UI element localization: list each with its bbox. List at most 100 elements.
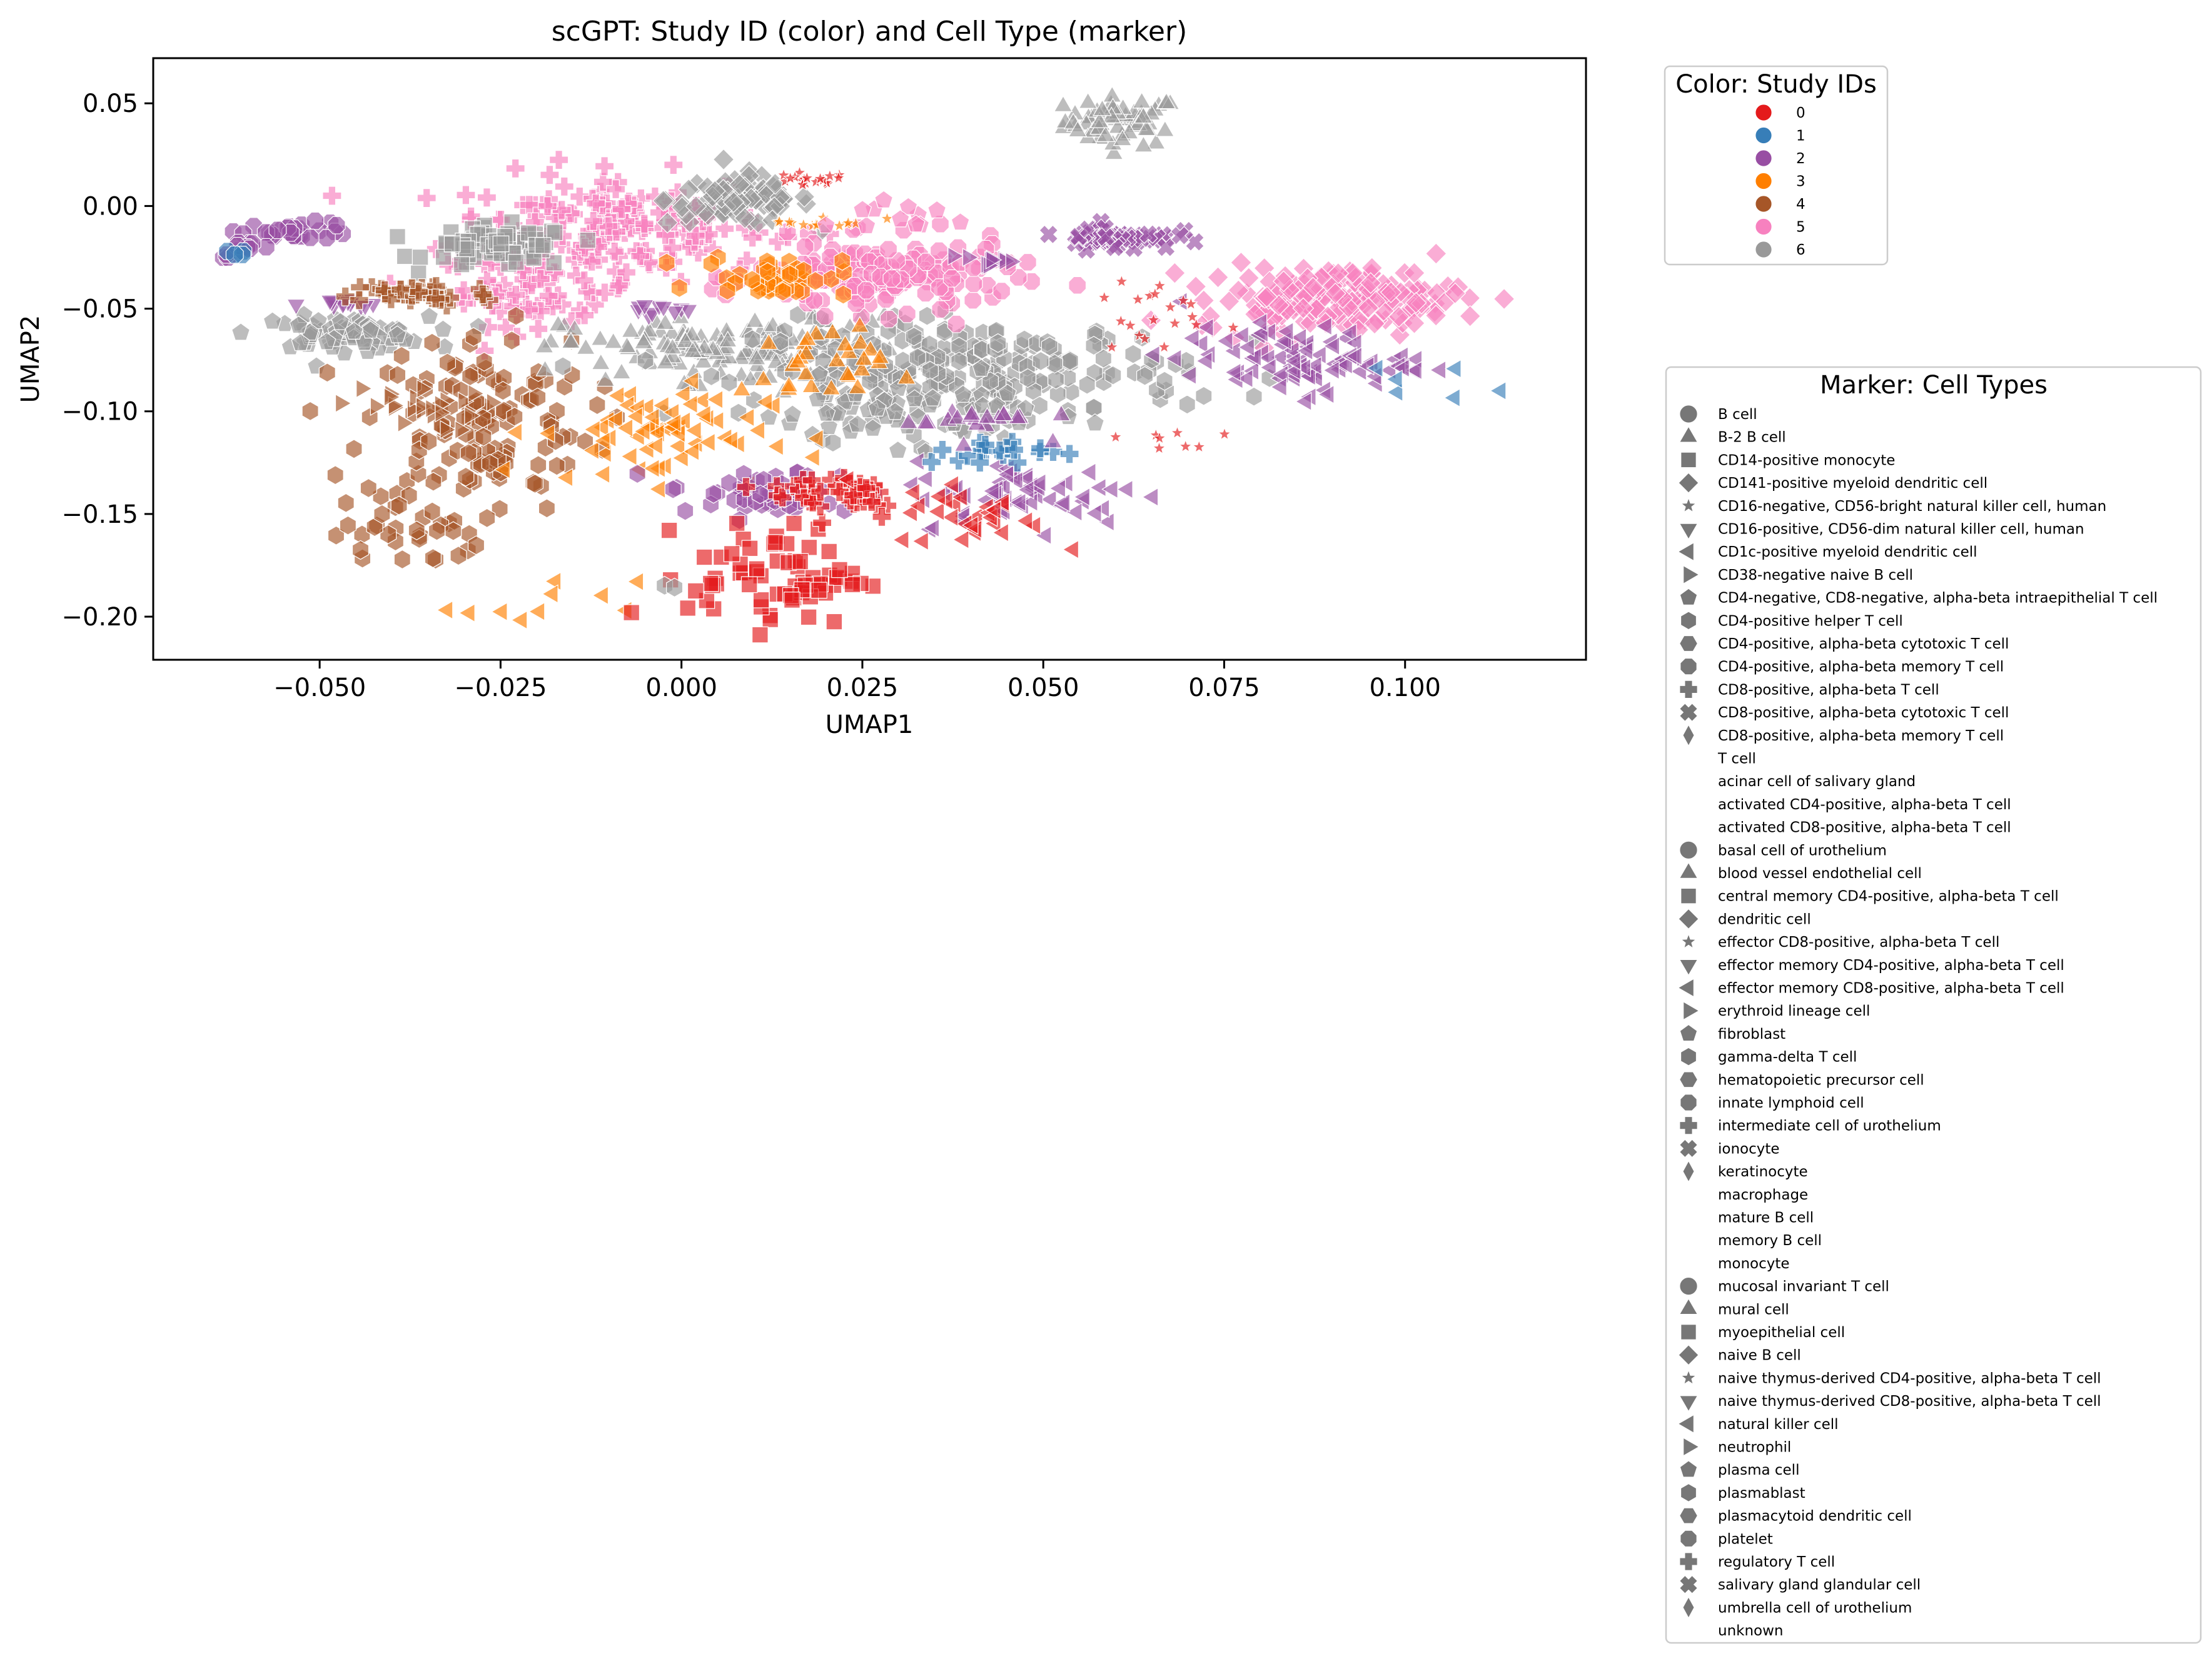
color-legend-label: 4	[1796, 196, 1805, 213]
data-point	[664, 413, 682, 433]
marker-legend-swatch	[1681, 1484, 1696, 1502]
data-point	[879, 240, 898, 259]
data-point	[677, 178, 700, 201]
data-point	[702, 575, 719, 592]
data-point	[874, 190, 894, 208]
data-point	[433, 320, 453, 338]
data-point	[331, 312, 350, 330]
data-point	[897, 368, 916, 385]
data-point	[593, 431, 610, 451]
data-point	[1292, 297, 1315, 320]
y-tick-label: −0.20	[61, 603, 138, 632]
data-point	[817, 403, 836, 422]
data-point	[1018, 253, 1037, 271]
data-point	[1273, 270, 1295, 293]
data-point	[629, 463, 646, 484]
data-point	[465, 327, 482, 347]
data-point	[857, 281, 876, 300]
data-point	[1167, 315, 1183, 330]
data-point	[1024, 515, 1041, 535]
data-point	[612, 199, 632, 219]
data-point	[317, 332, 336, 350]
data-point	[1191, 334, 1208, 354]
y-axis-ticks: 0.05 0.00 −0.05 −0.10 −0.15 −0.20	[61, 89, 153, 632]
data-point	[420, 432, 438, 452]
data-point	[1155, 120, 1175, 137]
data-point	[961, 515, 979, 535]
data-point	[1146, 312, 1161, 326]
data-point	[931, 300, 950, 319]
data-point	[1493, 288, 1515, 310]
data-point	[737, 408, 755, 427]
marker-legend-swatch	[1679, 979, 1694, 996]
data-point	[665, 305, 685, 323]
marker-legend-label: effector memory CD4-positive, alpha-beta…	[1718, 957, 2064, 974]
data-point	[1156, 92, 1176, 109]
data-point	[886, 401, 905, 420]
data-point	[905, 326, 922, 346]
data-point	[621, 321, 640, 338]
data-point	[475, 427, 492, 447]
marker-legend-label: dendritic cell	[1718, 911, 1811, 927]
data-point	[579, 231, 597, 249]
data-point	[1053, 95, 1073, 112]
marker-legend-swatch	[1680, 636, 1697, 651]
data-point	[1305, 356, 1322, 375]
marker-legend-label: regulatory T cell	[1718, 1554, 1835, 1570]
data-point	[453, 280, 474, 300]
marker-legend-swatch	[1679, 473, 1699, 493]
data-point	[951, 212, 970, 231]
marker-legend-swatch	[1680, 405, 1697, 423]
data-point	[763, 196, 785, 218]
data-point	[834, 251, 851, 271]
data-point	[702, 366, 720, 386]
data-point	[811, 582, 827, 599]
data-point	[417, 188, 437, 208]
scatter-points	[214, 86, 1515, 644]
data-point	[992, 282, 1011, 300]
data-point	[1302, 276, 1324, 299]
data-point	[1429, 360, 1447, 380]
data-point	[800, 608, 817, 626]
data-point	[772, 214, 787, 228]
marker-legend: Marker: Cell Types B cell B-2 B cell CD14-…	[1665, 366, 2202, 1644]
data-point	[1097, 290, 1112, 304]
marker-legend-label: CD8-positive, alpha-beta T cell	[1718, 682, 1939, 698]
data-point	[388, 325, 407, 343]
data-point	[391, 280, 411, 300]
marker-legend-label: naive B cell	[1718, 1348, 1801, 1364]
marker-legend-swatch	[1680, 1025, 1697, 1041]
data-point	[929, 487, 946, 507]
data-point	[655, 313, 675, 330]
data-point	[774, 281, 792, 301]
data-point	[493, 460, 511, 480]
data-point	[1270, 377, 1287, 397]
marker-legend-swatch	[1680, 1299, 1697, 1315]
data-point	[793, 186, 816, 208]
data-point	[992, 523, 1009, 543]
data-point	[783, 405, 802, 423]
data-point	[1258, 270, 1281, 293]
data-point	[595, 370, 615, 387]
marker-legend-label: fibroblast	[1718, 1026, 1785, 1043]
data-point	[740, 369, 760, 386]
data-point	[784, 592, 800, 608]
data-point	[528, 602, 545, 622]
data-point	[652, 396, 669, 415]
data-point	[1141, 487, 1159, 507]
data-point	[776, 168, 791, 182]
data-point	[606, 409, 623, 429]
marker-legend-swatch	[1681, 452, 1696, 468]
data-point	[992, 493, 1010, 512]
data-point	[412, 248, 429, 266]
data-point	[529, 387, 547, 408]
data-point	[1163, 299, 1178, 314]
data-point	[326, 465, 344, 485]
marker-legend-label: B cell	[1718, 406, 1757, 423]
data-point	[1388, 306, 1410, 328]
data-point	[1152, 430, 1167, 445]
data-point	[263, 311, 282, 330]
data-point	[345, 321, 364, 340]
data-point	[604, 332, 624, 349]
data-point	[755, 392, 773, 412]
